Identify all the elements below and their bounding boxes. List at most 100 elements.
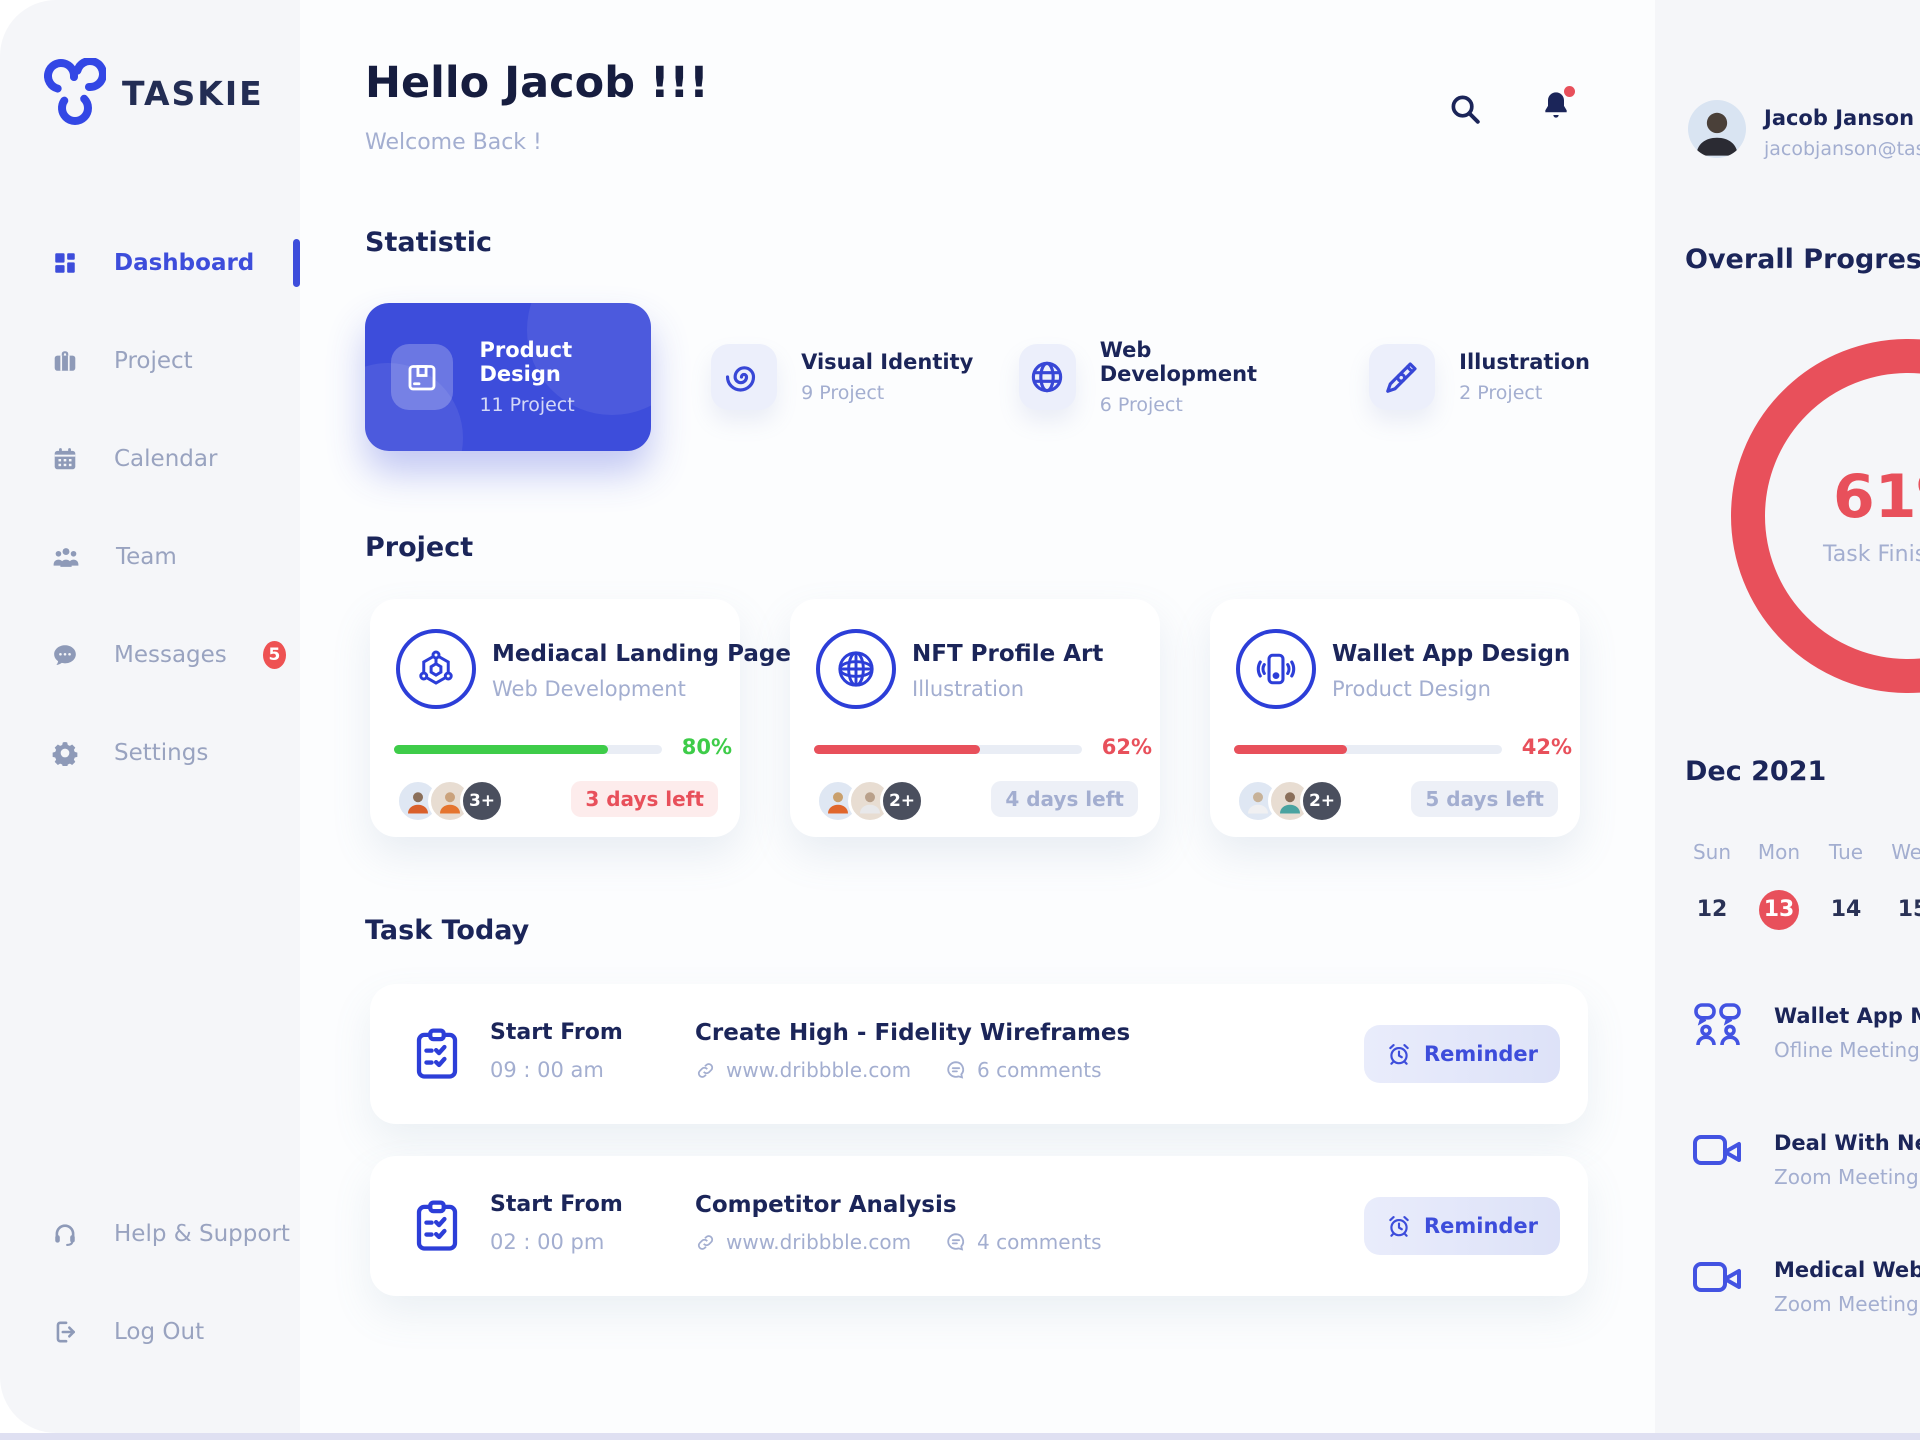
calendar-date[interactable]: 12: [1696, 897, 1728, 922]
active-date-badge: 13: [1759, 890, 1799, 930]
days-left-badge: 4 days left: [991, 781, 1138, 817]
task-link-text: www.dribbble.com: [726, 1058, 912, 1082]
sidebar-item-messages[interactable]: Messages 5: [0, 606, 300, 704]
link-icon: [697, 1234, 714, 1250]
calendar-date[interactable]: 15: [1897, 897, 1920, 922]
task-today-title: Task Today: [365, 915, 530, 946]
task-start-time: 02 : 00 pm: [490, 1230, 605, 1254]
stat-card-title: Illustration: [1459, 350, 1590, 374]
avatar-more: 3+: [460, 779, 504, 823]
days-left-badge: 5 days left: [1411, 781, 1558, 817]
task-row: Start From 02 : 00 pm Competitor Analysi…: [370, 1156, 1588, 1296]
stat-card-illustration[interactable]: Illustration 2 Project: [1369, 344, 1590, 410]
stat-card-web-development[interactable]: Web Development 6 Project: [1019, 338, 1285, 416]
stat-card-product-design[interactable]: Product Design 11 Project: [365, 303, 652, 451]
comment-icon: [947, 1061, 965, 1079]
meeting-item[interactable]: Wallet App Mee Ofline Meeting: [1692, 1000, 1920, 1062]
reminder-button[interactable]: Reminder: [1364, 1197, 1560, 1255]
task-link[interactable]: www.dribbble.com: [695, 1230, 911, 1254]
team-icon: [53, 548, 79, 567]
sidebar-item-label: Team: [116, 544, 177, 570]
statistic-row: Product Design 11 Project Visual Identit…: [365, 302, 1590, 452]
meeting-title: Deal With New: [1774, 1131, 1920, 1155]
meeting-item[interactable]: Medical Web M Zoom Meeting: [1692, 1254, 1920, 1316]
bottom-edge-divider: [0, 1433, 1920, 1440]
overall-progress-title: Overall Progres: [1685, 244, 1920, 275]
meeting-title: Medical Web M: [1774, 1258, 1920, 1282]
sidebar-item-dashboard[interactable]: Dashboard: [0, 214, 300, 312]
video-camera-icon: [1693, 1135, 1741, 1165]
stat-card-count: 11 Project: [479, 394, 575, 416]
search-icon[interactable]: [1448, 92, 1482, 130]
project-name: Mediacal Landing Page: [492, 641, 791, 667]
calendar-month: Dec 2021: [1685, 756, 1827, 787]
sidebar-item-settings[interactable]: Settings: [0, 704, 300, 802]
main-content: Hello Jacob !!! Welcome Back ! Statistic: [300, 0, 1655, 1433]
avatar-more: 2+: [880, 779, 924, 823]
sidebar-item-help-support[interactable]: Help & Support: [0, 1208, 300, 1260]
project-category: Web Development: [492, 677, 686, 701]
avatar-more: 2+: [1300, 779, 1344, 823]
progress-percent: 42%: [1521, 735, 1572, 759]
task-name: Create High - Fidelity Wireframes: [695, 1020, 1131, 1046]
globe-icon: [1019, 344, 1076, 410]
sidebar-item-label: Calendar: [114, 446, 218, 472]
calendar-date-active[interactable]: 13: [1751, 890, 1807, 930]
welcome-text: Welcome Back !: [365, 130, 542, 155]
package-icon: [391, 344, 454, 410]
task-comments-text: 6 comments: [977, 1058, 1102, 1082]
alarm-clock-icon: [1389, 1044, 1409, 1065]
weekday-label: Tue: [1828, 840, 1864, 864]
progress-bar: [814, 745, 1082, 754]
sidebar-item-calendar[interactable]: Calendar: [0, 410, 300, 508]
notification-dot: [1564, 86, 1575, 97]
calendar-date[interactable]: 14: [1830, 897, 1862, 922]
notification-bell-icon[interactable]: [1540, 86, 1575, 126]
stat-card-title: Web Development: [1099, 338, 1258, 386]
brand-name: TASKIE: [122, 73, 264, 113]
stat-card-count: 9 Project: [801, 382, 885, 404]
message-icon: [54, 645, 76, 665]
progress-percent: 80%: [681, 735, 732, 759]
task-row: Start From 09 : 00 am Create High - Fide…: [370, 984, 1588, 1124]
clipboard-check-icon: [410, 1198, 464, 1258]
overall-progress-percent: 61%: [1833, 462, 1920, 532]
headset-icon: [55, 1224, 75, 1247]
calendar-icon: [54, 448, 76, 470]
sidebar: TASKIE Dashboard Project: [0, 0, 300, 1433]
weekday-label: Mon: [1757, 840, 1801, 864]
profile-name: Jacob Janson: [1764, 106, 1915, 130]
meeting-title: Wallet App Mee: [1774, 1004, 1920, 1028]
task-comments-text: 4 comments: [977, 1230, 1102, 1254]
project-card-mediacal-landing-page[interactable]: Mediacal Landing Page Web Development 80…: [370, 599, 791, 837]
people-chat-icon: [1694, 1003, 1741, 1046]
stat-card-count: 2 Project: [1459, 382, 1543, 404]
meeting-item[interactable]: Deal With New Zoom Meeting: [1692, 1127, 1920, 1189]
sidebar-item-logout[interactable]: Log Out: [0, 1306, 300, 1358]
reminder-label: Reminder: [1423, 1214, 1539, 1238]
reminder-button[interactable]: Reminder: [1364, 1025, 1560, 1083]
project-card-wallet-app-design[interactable]: Wallet App Design Product Design 42% 2+: [1210, 599, 1580, 837]
globe-icon: [816, 629, 896, 709]
stat-card-title: Visual Identity: [801, 350, 974, 374]
meeting-subtitle: Zoom Meeting: [1774, 1165, 1919, 1189]
days-left-badge: 3 days left: [571, 781, 718, 817]
task-link[interactable]: www.dribbble.com: [695, 1058, 911, 1082]
sidebar-item-project[interactable]: Project: [0, 312, 300, 410]
right-panel: Jacob Janson jacobjanson@task Overall Pr…: [1655, 0, 1920, 1433]
swirl-icon: [711, 344, 778, 410]
calendar-column: Mon 13: [1751, 840, 1807, 930]
calendar-column: Sun 12: [1684, 840, 1740, 930]
phone-vibrate-icon: [1236, 629, 1316, 709]
calendar-grid: Sun 12 Mon 13 Tue 14 Wed 15: [1684, 840, 1920, 930]
project-card-nft-profile-art[interactable]: NFT Profile Art Illustration 62% 2+: [790, 599, 1160, 837]
meeting-subtitle: Ofline Meeting: [1774, 1038, 1920, 1062]
sidebar-item-label: Settings: [114, 740, 209, 766]
progress-bar: [1234, 745, 1502, 754]
task-comments: 6 comments: [945, 1058, 1102, 1082]
sidebar-item-team[interactable]: Team: [0, 508, 300, 606]
sidebar-item-label: Messages: [114, 642, 227, 668]
stat-card-visual-identity[interactable]: Visual Identity 9 Project: [711, 344, 975, 410]
task-start-time: 09 : 00 am: [490, 1058, 604, 1082]
user-profile[interactable]: Jacob Janson jacobjanson@task: [1688, 100, 1920, 160]
